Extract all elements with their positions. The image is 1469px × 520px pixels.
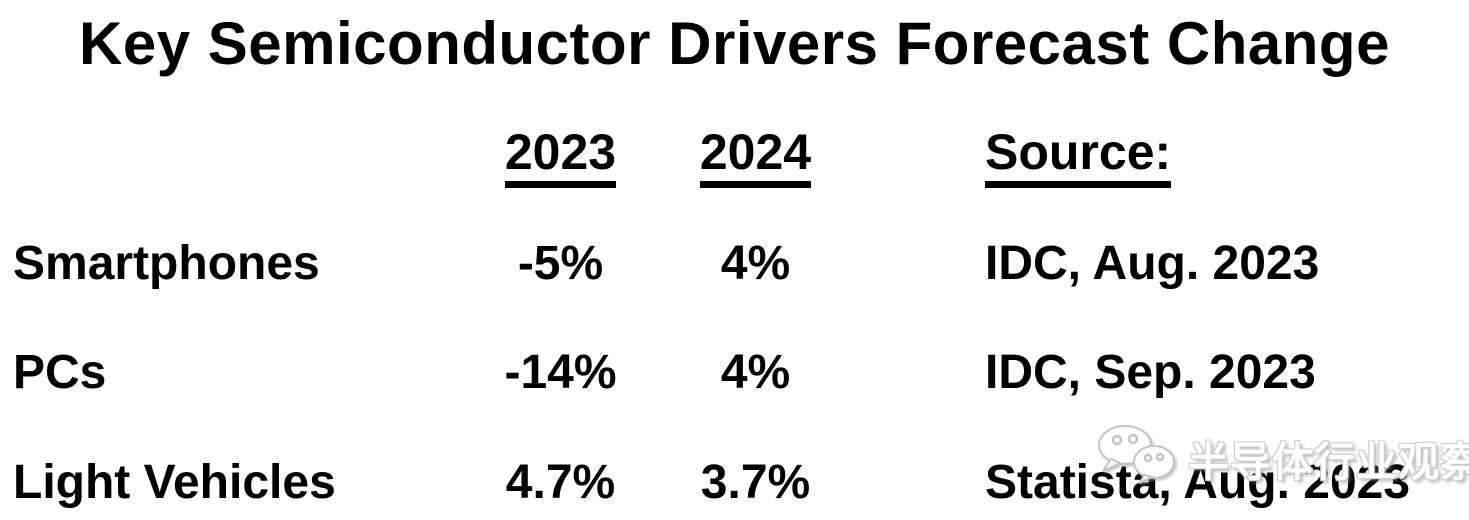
table-row: Light Vehicles 4.7% 3.7% Statista, Aug. … [0,457,1469,509]
table-row: PCs -14% 4% IDC, Sep. 2023 [0,347,1469,399]
column-header-2023: 2023 [504,126,617,188]
column-header-2024-cell: 2024 [653,126,858,188]
column-header-2024: 2024 [699,126,812,188]
smartphones-2024-value: 4% [720,237,791,290]
row-label-smartphones: Smartphones [13,237,320,290]
column-header-source-cell: Source: [985,126,1469,188]
row-gap [858,238,985,290]
smartphones-source: IDC, Aug. 2023 [985,237,1320,290]
table-header-row: 2023 2024 Source: [0,126,1469,188]
page-title: Key Semiconductor Drivers Forecast Chang… [79,10,1390,77]
light-vehicles-source: Statista, Aug. 2023 [985,456,1411,509]
table-row: Smartphones -5% 4% IDC, Aug. 2023 [0,238,1469,290]
row-gap [858,347,985,399]
column-header-2023-cell: 2023 [468,126,653,188]
row-label-light-vehicles: Light Vehicles [13,456,336,509]
row-gap [858,457,985,509]
pcs-source: IDC, Sep. 2023 [985,346,1316,399]
column-header-source: Source: [985,126,1172,188]
light-vehicles-2024-value: 3.7% [700,456,811,509]
header-spacer [13,126,468,188]
light-vehicles-2023-value: 4.7% [505,456,616,509]
smartphones-2023-value: -5% [517,237,604,290]
pcs-2023-value: -14% [504,346,617,399]
row-label-pcs: PCs [13,346,107,399]
pcs-2024-value: 4% [720,346,791,399]
header-gap [858,126,985,188]
